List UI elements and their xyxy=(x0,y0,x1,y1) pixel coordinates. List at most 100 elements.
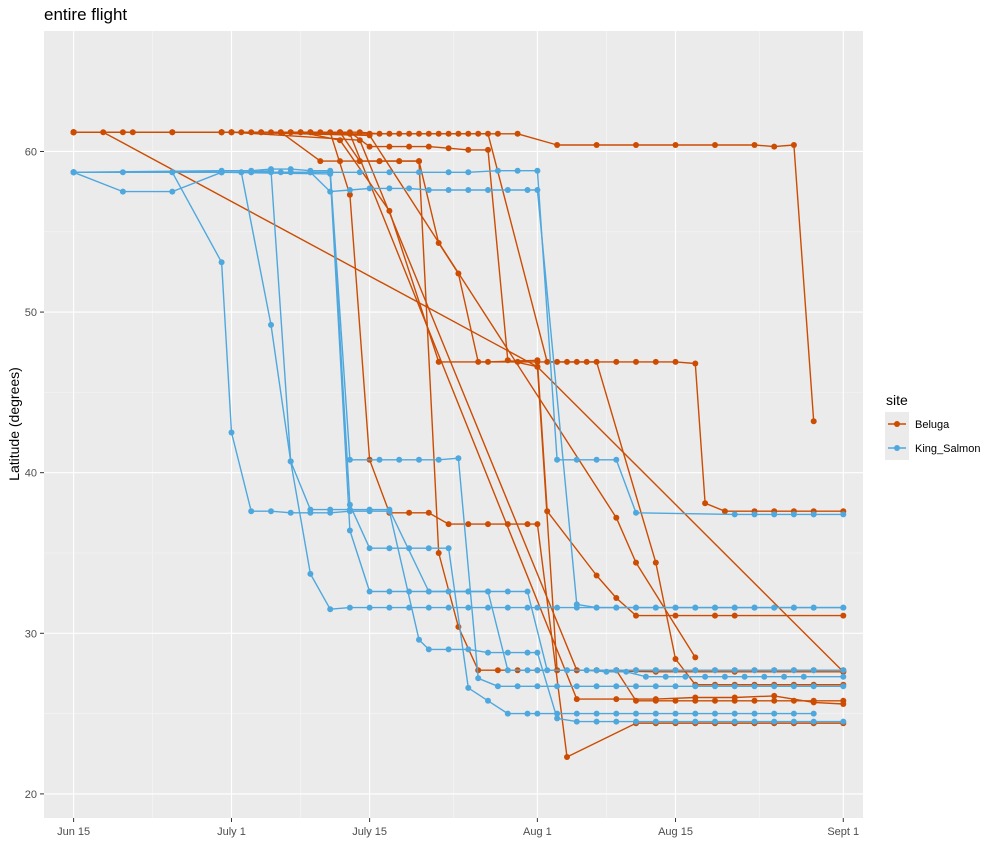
data-point-king-salmon xyxy=(652,710,659,717)
y-tick-label: 30 xyxy=(25,628,37,640)
data-point-king-salmon xyxy=(485,604,491,611)
data-point-beluga xyxy=(445,130,452,137)
data-point-beluga xyxy=(544,508,551,515)
y-axis-label: Latitude (degrees) xyxy=(6,367,22,481)
data-point-king-salmon xyxy=(623,668,630,675)
data-point-beluga xyxy=(228,129,235,136)
data-point-king-salmon xyxy=(633,604,639,611)
track-line-king-salmon xyxy=(73,168,844,687)
data-point-king-salmon xyxy=(475,675,482,682)
x-tick-label: July 15 xyxy=(352,826,387,838)
data-point-beluga xyxy=(721,508,728,515)
data-point-king-salmon xyxy=(416,169,422,176)
data-point-king-salmon xyxy=(633,718,639,725)
track-line-king-salmon xyxy=(73,171,844,678)
data-point-king-salmon xyxy=(425,545,432,552)
data-point-king-salmon xyxy=(692,667,699,674)
legend-title: site xyxy=(886,392,908,408)
data-point-beluga xyxy=(702,500,709,507)
data-point-king-salmon xyxy=(386,604,393,611)
data-point-king-salmon xyxy=(534,604,541,611)
data-point-king-salmon xyxy=(672,604,679,611)
data-point-beluga xyxy=(416,158,422,165)
data-point-beluga xyxy=(534,521,541,528)
data-point-beluga xyxy=(672,358,679,365)
data-point-king-salmon xyxy=(790,511,797,518)
data-point-king-salmon xyxy=(307,506,314,513)
data-point-king-salmon xyxy=(731,604,738,611)
data-point-king-salmon xyxy=(840,683,847,690)
data-point-beluga xyxy=(613,595,620,601)
legend-label-king-salmon: King_Salmon xyxy=(915,443,980,455)
data-point-king-salmon xyxy=(465,187,472,193)
data-point-king-salmon xyxy=(652,718,659,725)
data-point-king-salmon xyxy=(692,604,699,611)
series-king-salmon xyxy=(70,166,847,725)
data-point-beluga xyxy=(485,146,491,153)
data-point-king-salmon xyxy=(613,683,620,690)
data-point-king-salmon xyxy=(386,506,393,513)
data-point-king-salmon xyxy=(731,511,738,518)
data-point-king-salmon xyxy=(642,673,649,680)
data-point-beluga xyxy=(524,521,531,528)
data-point-beluga xyxy=(613,514,620,521)
data-point-king-salmon xyxy=(593,604,600,611)
data-point-king-salmon xyxy=(396,456,403,463)
data-point-king-salmon xyxy=(672,683,679,690)
data-point-king-salmon xyxy=(346,527,353,534)
data-point-king-salmon xyxy=(771,718,778,725)
data-point-king-salmon xyxy=(692,710,699,717)
data-point-king-salmon xyxy=(356,169,363,176)
data-point-king-salmon xyxy=(721,673,728,680)
data-point-king-salmon xyxy=(672,718,679,725)
data-point-king-salmon xyxy=(583,667,590,674)
data-point-beluga xyxy=(564,754,570,760)
data-point-king-salmon xyxy=(494,167,501,174)
data-point-king-salmon xyxy=(712,667,718,674)
data-point-king-salmon xyxy=(633,667,639,674)
data-point-king-salmon xyxy=(406,588,413,595)
x-tick-label: Jun 15 xyxy=(57,826,90,838)
data-point-king-salmon xyxy=(366,185,373,192)
x-axis: Jun 15 July 1 July 15 Aug 1 Aug 15 Sept 1 xyxy=(57,818,859,838)
data-point-beluga xyxy=(445,521,452,528)
data-point-king-salmon xyxy=(504,604,511,611)
data-point-king-salmon xyxy=(554,456,561,463)
data-point-king-salmon xyxy=(741,673,748,680)
data-point-beluga xyxy=(356,137,363,144)
data-point-king-salmon xyxy=(781,673,788,680)
data-point-king-salmon xyxy=(790,683,797,690)
data-point-beluga xyxy=(692,360,699,367)
data-point-beluga xyxy=(751,142,758,148)
data-point-king-salmon xyxy=(593,683,600,690)
data-point-king-salmon xyxy=(633,683,639,690)
data-point-king-salmon xyxy=(327,170,334,177)
legend-key-point-king-salmon xyxy=(894,445,900,451)
data-point-king-salmon xyxy=(504,667,511,674)
data-point-beluga xyxy=(366,132,373,139)
data-point-king-salmon xyxy=(692,683,699,690)
data-point-king-salmon xyxy=(790,667,797,674)
data-point-king-salmon xyxy=(504,649,511,656)
data-point-beluga xyxy=(810,418,817,425)
data-point-beluga xyxy=(712,697,718,704)
data-point-beluga xyxy=(672,697,679,704)
data-point-king-salmon xyxy=(652,604,659,611)
data-point-king-salmon xyxy=(445,545,452,552)
data-point-king-salmon xyxy=(534,710,541,717)
data-point-king-salmon xyxy=(416,636,422,643)
data-point-king-salmon xyxy=(327,606,334,613)
data-point-king-salmon xyxy=(465,646,472,653)
data-point-king-salmon xyxy=(268,167,274,174)
data-point-king-salmon xyxy=(662,673,669,680)
data-point-king-salmon xyxy=(524,649,531,656)
data-point-king-salmon xyxy=(70,169,77,176)
y-tick-label: 60 xyxy=(25,146,37,158)
data-point-king-salmon xyxy=(771,511,778,518)
x-tick-label: Sept 1 xyxy=(827,826,859,838)
legend-label-beluga: Beluga xyxy=(915,419,950,431)
data-point-king-salmon xyxy=(840,511,847,518)
data-point-beluga xyxy=(771,692,778,699)
data-point-king-salmon xyxy=(840,604,847,611)
series-beluga xyxy=(70,129,847,760)
